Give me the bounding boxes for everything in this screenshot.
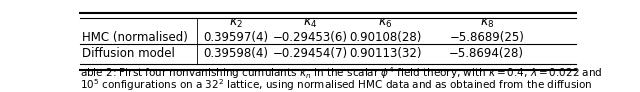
- Text: 0.90113(32): 0.90113(32): [349, 47, 421, 60]
- Text: able 2: First four nonvanishing cumulants $\kappa_n$ in the scalar $\phi^4$ fiel: able 2: First four nonvanishing cumulant…: [80, 65, 603, 81]
- Text: 0.39598(4): 0.39598(4): [204, 47, 269, 60]
- Text: $\kappa_2$: $\kappa_2$: [229, 17, 243, 30]
- Text: $\kappa_4$: $\kappa_4$: [303, 17, 318, 30]
- Text: HMC (normalised): HMC (normalised): [83, 31, 188, 44]
- Text: 0.90108(28): 0.90108(28): [349, 31, 421, 44]
- Text: Diffusion model: Diffusion model: [83, 47, 175, 60]
- Text: −5.8689(25): −5.8689(25): [449, 31, 524, 44]
- Text: $\kappa_8$: $\kappa_8$: [479, 17, 494, 30]
- Text: $10^5$ configurations on a $32^2$ lattice, using normalised HMC data and as obta: $10^5$ configurations on a $32^2$ lattic…: [80, 78, 593, 92]
- Text: −5.8694(28): −5.8694(28): [449, 47, 524, 60]
- Text: 0.39597(4): 0.39597(4): [204, 31, 269, 44]
- Text: −0.29454(7): −0.29454(7): [273, 47, 348, 60]
- Text: −0.29453(6): −0.29453(6): [273, 31, 348, 44]
- Text: $\kappa_6$: $\kappa_6$: [378, 17, 392, 30]
